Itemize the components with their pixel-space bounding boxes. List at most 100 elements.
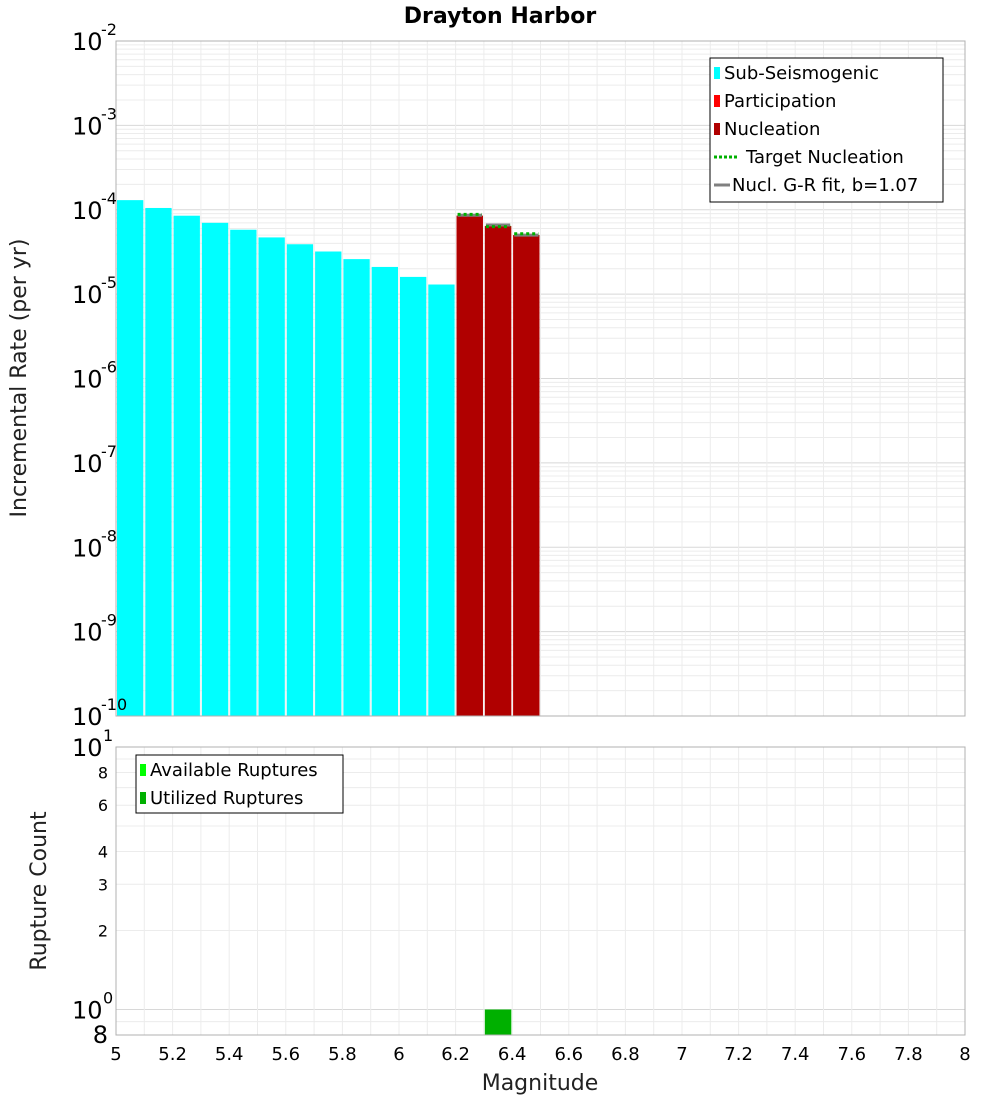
top-lines bbox=[457, 212, 539, 237]
x-tick-label: 7.6 bbox=[837, 1044, 866, 1065]
x-tick-label: 6.8 bbox=[611, 1044, 640, 1065]
legend-label: Nucleation bbox=[724, 119, 820, 140]
bottom-y-axis-title: Rupture Count bbox=[27, 811, 52, 971]
sub-seismogenic-bar bbox=[145, 207, 172, 716]
legend-swatch bbox=[140, 792, 146, 804]
tick-base-text: 10 bbox=[72, 28, 103, 56]
tick-base-text: 10 bbox=[72, 366, 103, 394]
tick-base-text: 10 bbox=[72, 450, 103, 478]
legend-label: Nucl. G-R fit, b=1.07 bbox=[732, 175, 918, 196]
x-tick-label: 6.6 bbox=[554, 1044, 583, 1065]
bottom-legend-box bbox=[135, 754, 344, 814]
top-y-axis-title: Incremental Rate (per yr) bbox=[7, 239, 32, 518]
x-tick-label: 5.4 bbox=[215, 1044, 244, 1065]
legend-label: Participation bbox=[724, 91, 836, 112]
top-y-tick-label: 10-6 bbox=[72, 358, 117, 394]
tick-exponent-text: -3 bbox=[101, 104, 117, 123]
tick-exponent-text: -9 bbox=[101, 611, 117, 630]
nucleation-bar bbox=[513, 235, 540, 716]
nucleation-bar bbox=[456, 215, 483, 717]
tick-exponent-text: 1 bbox=[103, 726, 113, 745]
top-y-tick-labels: 10-210-310-410-510-610-710-810-910-10 bbox=[72, 20, 127, 731]
sub-seismogenic-bar bbox=[286, 244, 314, 717]
utilized-ruptures-bar bbox=[484, 1009, 512, 1035]
sub-seismogenic-bar bbox=[117, 200, 144, 716]
bottom-plot-frame bbox=[115, 746, 966, 1036]
chart-title: Drayton Harbor bbox=[404, 4, 597, 29]
tick-base-text: 10 bbox=[72, 703, 103, 731]
tick-base-text: 10 bbox=[72, 734, 103, 762]
x-tick-label: 6.4 bbox=[498, 1044, 527, 1065]
x-tick-label: 5.6 bbox=[271, 1044, 300, 1065]
sub-seismogenic-bar bbox=[258, 237, 285, 716]
tick-exponent-text: 0 bbox=[103, 989, 113, 1008]
x-tick-label: 6.2 bbox=[441, 1044, 470, 1065]
legend-swatch bbox=[140, 764, 146, 776]
tick-base-text: 10 bbox=[72, 281, 103, 309]
top-y-tick-label: 10-10 bbox=[72, 695, 127, 731]
legend-label: Utilized Ruptures bbox=[150, 788, 303, 809]
tick-exponent-text: -5 bbox=[101, 273, 117, 292]
tick-base-text: 10 bbox=[72, 197, 103, 225]
bottom-y-minor-tick-label: 4 bbox=[98, 842, 108, 861]
top-y-tick-label: 10-9 bbox=[72, 611, 117, 647]
bottom-legend: Available Ruptures Utilized Ruptures bbox=[135, 754, 344, 814]
bottom-y-minor-tick-label: 8 bbox=[98, 763, 108, 782]
bottom-y-minor-tick-label: 6 bbox=[98, 796, 108, 815]
tick-base-text: 10 bbox=[72, 997, 103, 1025]
top-y-tick-label: 10-5 bbox=[72, 273, 117, 309]
bottom-y-minor-tick-label: 8 bbox=[93, 1021, 108, 1049]
legend-swatch bbox=[714, 67, 720, 79]
tick-exponent-text: -10 bbox=[101, 695, 127, 714]
tick-base-text: 10 bbox=[72, 534, 103, 562]
x-axis-title: Magnitude bbox=[482, 1071, 599, 1096]
x-tick-label: 7.2 bbox=[724, 1044, 753, 1065]
tick-exponent-text: -4 bbox=[101, 189, 117, 208]
top-legend-box bbox=[709, 57, 944, 203]
tick-exponent-text: -6 bbox=[101, 358, 117, 377]
x-tick-label: 6 bbox=[393, 1044, 404, 1065]
legend-swatch bbox=[714, 123, 720, 135]
tick-exponent-text: -8 bbox=[101, 526, 117, 545]
top-legend: Sub-Seismogenic Participation Nucleation Ta… bbox=[709, 57, 944, 203]
sub-seismogenic-bar bbox=[428, 284, 455, 716]
sub-seismogenic-bar bbox=[315, 251, 342, 716]
legend-label: Available Ruptures bbox=[150, 760, 318, 781]
top-y-tick-label: 10-3 bbox=[72, 104, 117, 140]
tick-exponent-text: -7 bbox=[101, 442, 117, 461]
x-tick-label: 5.8 bbox=[328, 1044, 357, 1065]
bottom-y-tick-label: 10 1 bbox=[72, 726, 113, 762]
sub-seismogenic-bar bbox=[173, 215, 200, 717]
x-tick-label: 5 bbox=[110, 1044, 121, 1065]
x-tick-label: 7.4 bbox=[781, 1044, 810, 1065]
bottom-bars bbox=[484, 1009, 512, 1035]
sub-seismogenic-bar bbox=[343, 259, 370, 716]
tick-base-text: 10 bbox=[72, 112, 103, 140]
bottom-y-minor-tick-label: 2 bbox=[98, 922, 108, 941]
x-tick-labels: 5 5.2 5.4 5.6 5.8 6 6.2 6.4 6.6 6.8 7 7.2 7.4 7.6 7.8 8 bbox=[110, 1044, 970, 1065]
top-y-tick-label: 10-8 bbox=[72, 526, 117, 562]
sub-seismogenic-bar bbox=[400, 276, 427, 716]
bottom-y-tick-label: 10 0 bbox=[72, 989, 113, 1025]
nucleation-bar bbox=[484, 226, 512, 716]
x-tick-label: 7.8 bbox=[894, 1044, 923, 1065]
x-tick-label: 5.2 bbox=[158, 1044, 187, 1065]
legend-swatch bbox=[714, 95, 720, 107]
top-y-tick-label: 10-4 bbox=[72, 189, 117, 225]
legend-label: Target Nucleation bbox=[745, 147, 904, 168]
sub-seismogenic-bar bbox=[230, 229, 257, 717]
sub-seismogenic-bar bbox=[201, 222, 229, 716]
bottom-grid bbox=[115, 747, 966, 1035]
bottom-y-minor-tick-label: 3 bbox=[98, 875, 108, 894]
top-y-tick-label: 10-7 bbox=[72, 442, 117, 478]
sub-seismogenic-bar bbox=[371, 266, 398, 716]
x-tick-label: 8 bbox=[959, 1044, 970, 1065]
tick-exponent-text: -2 bbox=[101, 20, 117, 39]
x-tick-label: 7 bbox=[676, 1044, 687, 1065]
top-y-tick-label: 10-2 bbox=[72, 20, 117, 56]
top-bars bbox=[117, 200, 540, 717]
top-panel: 10-210-310-410-510-610-710-810-910-10 In… bbox=[7, 20, 966, 731]
